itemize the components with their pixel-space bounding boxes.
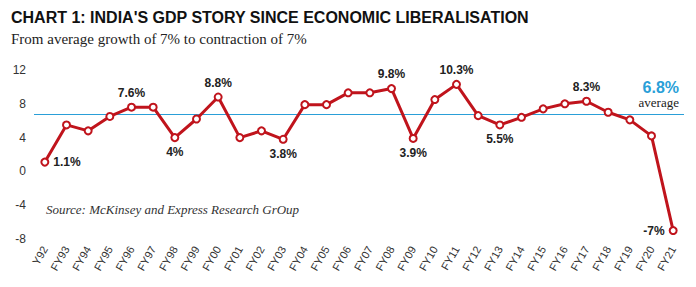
- svg-text:FY14: FY14: [503, 244, 527, 273]
- svg-text:FY12: FY12: [460, 244, 484, 273]
- svg-text:10.3%: 10.3%: [439, 63, 473, 77]
- svg-text:average: average: [639, 95, 680, 110]
- svg-text:FY04: FY04: [287, 244, 311, 273]
- svg-text:FY95: FY95: [92, 244, 116, 273]
- svg-text:FY18: FY18: [590, 244, 614, 273]
- svg-text:FY11: FY11: [439, 244, 462, 272]
- svg-text:8: 8: [19, 97, 26, 111]
- svg-text:CHART 1: INDIA'S GDP STORY SIN: CHART 1: INDIA'S GDP STORY SINCE ECONOMI…: [11, 9, 529, 26]
- svg-text:Y92: Y92: [30, 244, 50, 267]
- svg-text:FY99: FY99: [178, 244, 202, 273]
- svg-text:FY06: FY06: [330, 244, 354, 273]
- svg-text:FY93: FY93: [48, 244, 72, 273]
- svg-text:FY17: FY17: [568, 244, 592, 273]
- svg-text:Source: McKinsey and Express R: Source: McKinsey and Express Research Gr…: [46, 202, 300, 217]
- svg-text:FY98: FY98: [157, 244, 181, 273]
- svg-text:FY03: FY03: [265, 244, 289, 273]
- svg-text:3.9%: 3.9%: [399, 146, 427, 160]
- svg-text:FY13: FY13: [482, 244, 506, 273]
- svg-text:From average growth of 7% to c: From average growth of 7% to contraction…: [11, 31, 307, 47]
- svg-text:1.1%: 1.1%: [53, 155, 81, 169]
- svg-text:FY07: FY07: [352, 244, 376, 273]
- svg-text:FY16: FY16: [547, 244, 571, 273]
- svg-text:4: 4: [19, 131, 26, 145]
- svg-text:FY15: FY15: [525, 244, 549, 273]
- svg-text:FY21: FY21: [655, 244, 679, 273]
- svg-text:FY10: FY10: [417, 244, 441, 273]
- svg-text:8.3%: 8.3%: [573, 80, 601, 94]
- svg-text:-7%: -7%: [643, 224, 665, 238]
- svg-text:FY00: FY00: [200, 244, 224, 273]
- svg-text:FY96: FY96: [113, 244, 137, 273]
- svg-text:-8: -8: [15, 232, 26, 246]
- svg-text:9.8%: 9.8%: [378, 67, 406, 81]
- svg-text:FY08: FY08: [373, 244, 397, 273]
- svg-text:8.8%: 8.8%: [204, 76, 232, 90]
- svg-text:4%: 4%: [166, 145, 184, 159]
- svg-text:FY94: FY94: [70, 244, 94, 273]
- svg-text:-4: -4: [15, 198, 26, 212]
- svg-text:FY09: FY09: [395, 244, 419, 273]
- svg-text:FY20: FY20: [633, 244, 657, 273]
- svg-text:FY97: FY97: [135, 244, 159, 273]
- svg-text:FY19: FY19: [612, 244, 636, 273]
- svg-text:FY05: FY05: [308, 244, 332, 273]
- svg-text:12: 12: [13, 63, 27, 77]
- svg-text:6.8%: 6.8%: [643, 79, 679, 96]
- svg-text:5.5%: 5.5%: [486, 132, 514, 146]
- svg-text:3.8%: 3.8%: [269, 147, 297, 161]
- svg-text:0: 0: [19, 164, 26, 178]
- svg-text:FY02: FY02: [243, 244, 267, 273]
- svg-text:7.6%: 7.6%: [118, 86, 146, 100]
- svg-text:FY01: FY01: [222, 244, 246, 273]
